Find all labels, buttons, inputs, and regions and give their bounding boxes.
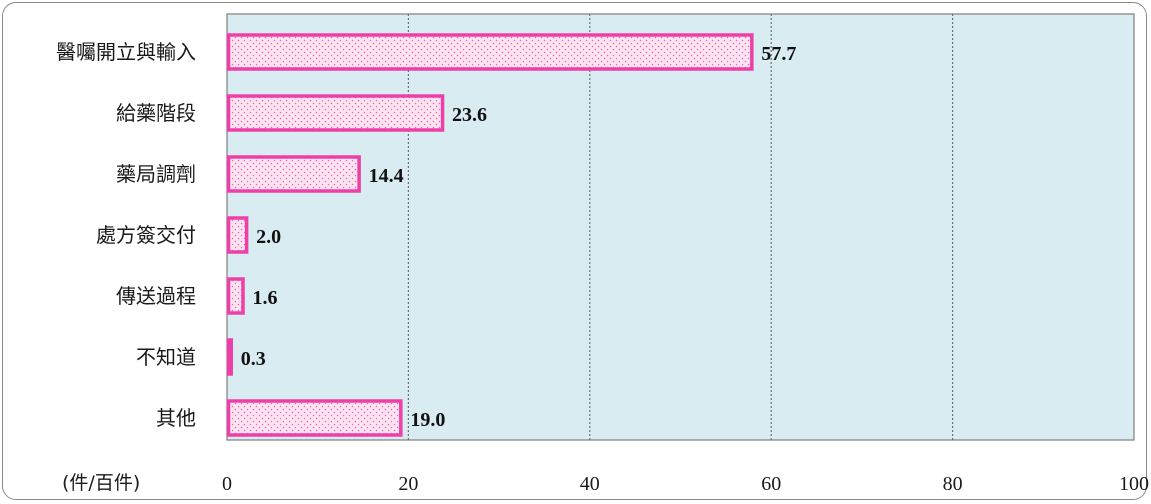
category-label-6: 其他	[156, 406, 196, 430]
category-label-3: 處方簽交付	[96, 223, 196, 247]
bar-2	[226, 155, 361, 193]
bar-0	[226, 33, 754, 71]
x-tick-label-40: 40	[580, 473, 600, 495]
x-tick-label-80: 80	[943, 473, 963, 495]
value-label-0: 57.7	[761, 43, 796, 65]
value-label-4: 1.6	[253, 287, 278, 309]
unit-label: (件/百件)	[62, 472, 140, 494]
category-label-4: 傳送過程	[116, 284, 196, 308]
category-label-0: 醫囑開立與輸入	[56, 40, 196, 64]
gridlines	[407, 14, 954, 440]
bar-6	[226, 399, 403, 437]
category-label-5: 不知道	[136, 345, 196, 369]
bars	[226, 33, 754, 437]
value-label-5: 0.3	[241, 348, 266, 370]
x-tick-label-20: 20	[398, 473, 418, 495]
category-label-1: 給藥階段	[116, 101, 196, 125]
x-tick-label-100: 100	[1119, 473, 1149, 495]
x-tick-label-0: 0	[222, 473, 232, 495]
x-tick-label-60: 60	[761, 473, 781, 495]
value-label-1: 23.6	[452, 104, 487, 126]
labels: 醫囑開立與輸入 57.7 給藥階段 23.6 藥局調劑 14.4 處方簽交付 2.0 傳送過程 1…	[56, 40, 1149, 495]
value-label-6: 19.0	[410, 409, 445, 431]
value-label-3: 2.0	[256, 226, 281, 248]
bar-3	[226, 216, 249, 254]
bar-5	[226, 338, 233, 376]
category-label-2: 藥局調劑	[116, 162, 196, 186]
value-label-2: 14.4	[369, 165, 404, 187]
bar-4	[226, 277, 245, 315]
bar-1	[226, 94, 445, 132]
plot-area	[226, 13, 1135, 441]
